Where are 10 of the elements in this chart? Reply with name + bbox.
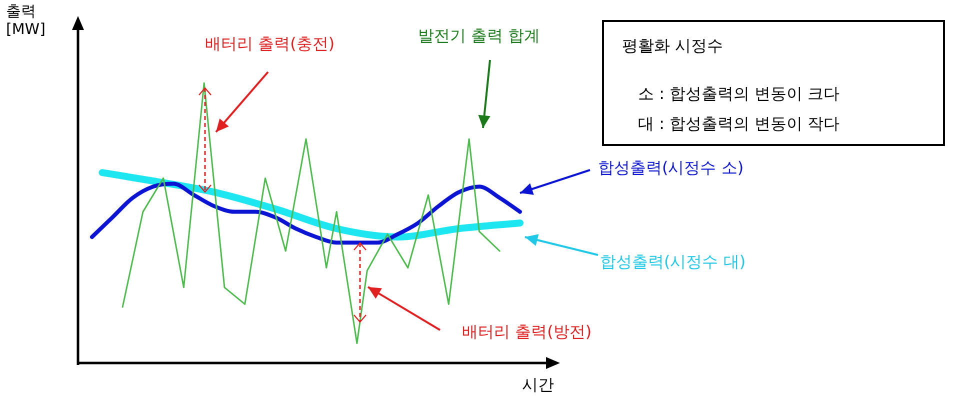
- text: 배터리 출력(충전): [205, 34, 335, 54]
- x-axis-title: 시간: [522, 375, 554, 394]
- text: 발전기 출력 합계: [418, 26, 540, 46]
- text: 평활화 시정수: [622, 36, 724, 56]
- y-axis-title: 출력 [MW]: [6, 2, 46, 38]
- text: 대 : 합성출력의 변동이 작다: [638, 114, 840, 134]
- annotation: 배터리 출력(방전): [462, 322, 592, 342]
- text: 합성출력(시정수 대): [600, 252, 746, 272]
- text: 소 : 합성출력의 변동이 크다: [638, 84, 840, 104]
- text: 합성출력(시정수 소): [598, 158, 744, 178]
